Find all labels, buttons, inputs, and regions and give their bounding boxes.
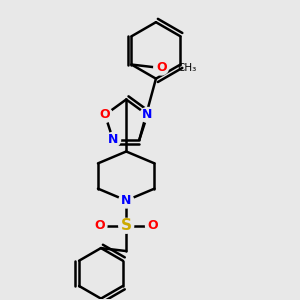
Circle shape [106, 132, 121, 147]
Circle shape [154, 60, 169, 75]
Circle shape [140, 107, 155, 122]
Text: N: N [121, 194, 131, 207]
Text: CH₃: CH₃ [178, 62, 197, 73]
Text: S: S [121, 218, 132, 233]
Text: O: O [100, 108, 110, 122]
Text: O: O [94, 219, 105, 232]
Circle shape [119, 218, 134, 233]
Text: N: N [142, 108, 153, 122]
Circle shape [92, 218, 107, 233]
Text: O: O [156, 61, 166, 74]
Text: O: O [148, 219, 158, 232]
Text: N: N [108, 133, 118, 146]
Circle shape [146, 218, 160, 233]
Circle shape [119, 193, 134, 208]
Circle shape [98, 107, 112, 122]
